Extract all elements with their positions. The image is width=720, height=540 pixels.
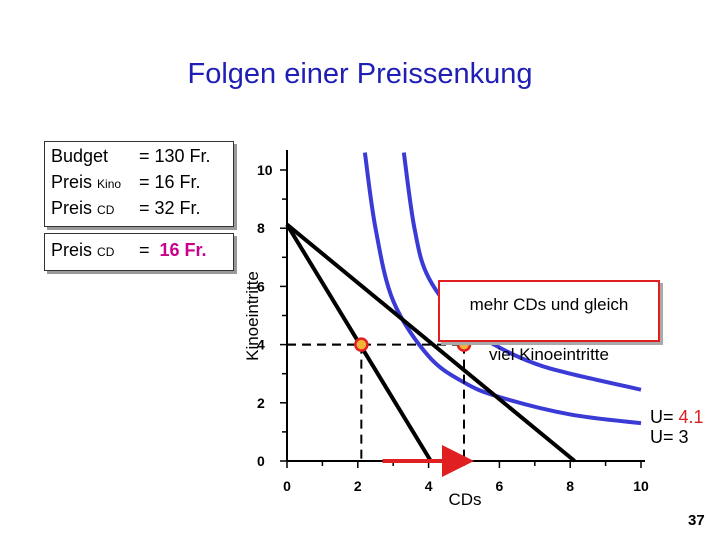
u-high-value: 4.1 [678, 407, 704, 427]
x-tick-label: 6 [496, 478, 504, 494]
annotation-box: mehr CDs und gleich viel Kinoeintritte [438, 280, 660, 364]
y-tick-label: 8 [257, 220, 265, 236]
x-tick-label: 10 [633, 478, 649, 494]
budget-label: Budget [51, 146, 109, 166]
new-cd-price-label: Preis [51, 240, 93, 260]
cd-price-label: Preis [51, 198, 93, 218]
budget-value: = 130 Fr. [139, 146, 211, 166]
new-cd-price-eq: = [139, 240, 150, 260]
new-cd-price-value: 16 Fr. [159, 240, 207, 260]
budget-info-box: Budget = 130 Fr. Preis Kino = 16 Fr. Preis… [44, 141, 234, 227]
optimum-point [354, 337, 369, 352]
x-tick-label: 8 [566, 478, 574, 494]
budget-line [285, 223, 576, 463]
cd-price-value: = 32 Fr. [139, 198, 201, 218]
kino-price-row: Preis Kino = 16 Fr. [51, 172, 201, 193]
annotation-line2: viel Kinoeintritte [488, 345, 609, 364]
x-tick-label: 0 [283, 478, 291, 494]
u-low-label: U= 3 [650, 427, 689, 447]
x-tick-label: 2 [354, 478, 362, 494]
u-high-label: U= 4.1 [650, 407, 704, 428]
new-cd-price-row: Preis CD = 16 Fr. [51, 240, 207, 261]
u-high-prefix: U= [650, 407, 679, 427]
page-title: Folgen einer Preissenkung [187, 58, 533, 90]
new-cd-subscript: CD [97, 245, 115, 259]
y-tick-label: 4 [257, 337, 265, 353]
x-tick-label: 4 [425, 478, 433, 494]
y-tick-label: 6 [257, 278, 265, 294]
annotation-line1: mehr CDs und gleich [469, 295, 629, 314]
cd-subscript: CD [97, 203, 115, 217]
y-axis-title: Kinoeintritte [243, 271, 262, 361]
kino-price-value: = 16 Fr. [139, 172, 201, 192]
new-cd-price-box: Preis CD = 16 Fr. [44, 233, 234, 271]
y-tick-label: 2 [257, 395, 265, 411]
y-tick-label: 0 [257, 453, 265, 469]
indifference-curve-u3 [362, 152, 642, 426]
kino-price-label: Preis [51, 172, 93, 192]
page-number: 37 [688, 512, 705, 529]
cd-price-row: Preis CD = 32 Fr. [51, 198, 201, 219]
budget-row: Budget = 130 Fr. [51, 146, 211, 167]
x-axis-title: CDs [448, 490, 481, 509]
y-tick-label: 10 [257, 162, 273, 178]
kino-subscript: Kino [97, 177, 122, 191]
